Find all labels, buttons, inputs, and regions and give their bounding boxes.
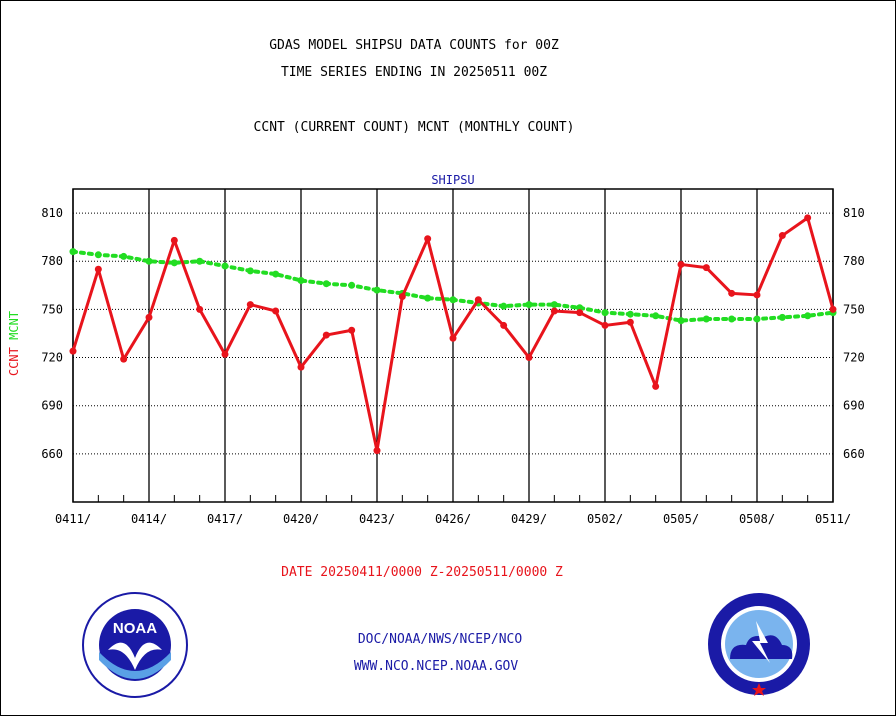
y-tick-label-left: 780	[41, 254, 63, 268]
series-point-mcnt	[348, 281, 356, 289]
series-point-ccnt	[120, 355, 128, 363]
series-point-ccnt	[373, 447, 381, 455]
y-tick-label-right: 720	[843, 351, 865, 365]
x-tick-label: 0426/	[435, 512, 471, 526]
series-point-ccnt	[626, 318, 634, 326]
series-point-mcnt	[728, 315, 736, 323]
noaa-logo: NOAA	[82, 592, 188, 698]
x-tick-label: 0511/	[815, 512, 851, 526]
plot-title: SHIPSU	[431, 173, 474, 187]
chart-title-line-2: TIME SERIES ENDING IN 20250511 00Z	[280, 65, 548, 80]
series-point-ccnt	[170, 236, 178, 244]
series-point-mcnt	[120, 252, 128, 260]
series-point-ccnt	[449, 334, 457, 342]
footer-url-text: WWW.NCO.NCEP.NOAA.GOV	[353, 659, 519, 674]
series-point-ccnt	[145, 313, 153, 321]
x-tick-label: 0508/	[739, 512, 775, 526]
series-point-ccnt	[576, 309, 584, 317]
x-tick-label: 0420/	[283, 512, 319, 526]
x-tick-label: 0417/	[207, 512, 243, 526]
series-point-ccnt	[297, 363, 305, 371]
series-point-mcnt	[170, 259, 178, 267]
y-tick-label-left: 810	[41, 206, 63, 220]
series-point-mcnt	[69, 248, 77, 256]
series-point-mcnt	[702, 315, 710, 323]
series-point-mcnt	[550, 301, 558, 309]
y-axis-label-ccnt: CCNT	[7, 347, 21, 376]
series-point-ccnt	[652, 382, 660, 390]
series-point-mcnt	[297, 276, 305, 284]
x-tick-label: 0429/	[511, 512, 547, 526]
series-point-mcnt	[221, 262, 229, 270]
series-point-ccnt	[778, 232, 786, 240]
plot-area-border	[72, 188, 834, 503]
series-point-mcnt	[525, 301, 533, 309]
series-point-mcnt	[272, 270, 280, 278]
series-point-mcnt	[94, 251, 102, 259]
nws-logo	[708, 593, 810, 696]
x-tick-label: 0505/	[663, 512, 699, 526]
series-point-mcnt	[804, 312, 812, 320]
series-point-mcnt	[753, 315, 761, 323]
y-tick-label-left: 720	[41, 351, 63, 365]
noaa-logo-text: NOAA	[113, 620, 157, 637]
y-tick-label-right: 750	[843, 302, 865, 316]
series-point-ccnt	[753, 291, 761, 299]
series-point-mcnt	[145, 257, 153, 265]
series-point-ccnt	[829, 305, 837, 313]
x-tick-label: 0414/	[131, 512, 167, 526]
y-tick-label-left: 660	[41, 447, 63, 461]
series-point-mcnt	[424, 294, 432, 302]
series-point-ccnt	[246, 301, 254, 309]
series-point-ccnt	[424, 235, 432, 243]
chart-title-line-1: GDAS MODEL SHIPSU DATA COUNTS for 00Z	[269, 38, 559, 53]
y-tick-label-left: 750	[41, 302, 63, 316]
series-point-mcnt	[449, 296, 457, 304]
x-tick-label: 0423/	[359, 512, 395, 526]
series-point-mcnt	[601, 309, 609, 317]
series-point-ccnt	[69, 347, 77, 355]
series-point-ccnt	[500, 321, 508, 329]
date-range-label: DATE 20250411/0000 Z-20250511/0000 Z	[281, 565, 563, 580]
series-point-ccnt	[804, 214, 812, 222]
series-point-mcnt	[576, 304, 584, 312]
series-point-mcnt	[778, 313, 786, 321]
series-point-ccnt	[221, 350, 229, 358]
y-axis-label-mcnt: MCNT	[7, 311, 21, 347]
series-point-ccnt	[601, 321, 609, 329]
footer-org-text: DOC/NOAA/NWS/NCEP/NCO	[357, 632, 523, 647]
chart-subtitle: CCNT (CURRENT COUNT) MCNT (MONTHLY COUNT…	[253, 120, 575, 135]
y-tick-label-right: 660	[843, 447, 865, 461]
series-point-mcnt	[373, 286, 381, 294]
x-tick-label: 0502/	[587, 512, 623, 526]
series-point-ccnt	[728, 289, 736, 297]
y-axis-label: CCNT MCNT	[7, 311, 21, 376]
series-point-ccnt	[677, 260, 685, 268]
series-point-mcnt	[626, 310, 634, 318]
y-tick-label-right: 690	[843, 399, 865, 413]
series-point-mcnt	[322, 280, 330, 288]
series-point-mcnt	[500, 302, 508, 310]
series-point-ccnt	[398, 293, 406, 301]
series-point-ccnt	[272, 307, 280, 315]
series-point-ccnt	[525, 354, 533, 362]
series-point-ccnt	[322, 331, 330, 339]
series-point-mcnt	[196, 257, 204, 265]
series-point-ccnt	[474, 296, 482, 304]
series-point-ccnt	[94, 265, 102, 273]
series-point-mcnt	[677, 317, 685, 325]
y-tick-label-right: 810	[843, 206, 865, 220]
series-point-ccnt	[348, 326, 356, 334]
series-point-mcnt	[652, 312, 660, 320]
series-point-mcnt	[246, 267, 254, 275]
y-tick-label-left: 690	[41, 399, 63, 413]
y-tick-label-right: 780	[843, 254, 865, 268]
series-point-ccnt	[702, 264, 710, 272]
x-tick-label: 0411/	[55, 512, 91, 526]
series-point-ccnt	[550, 307, 558, 315]
series-point-ccnt	[196, 305, 204, 313]
